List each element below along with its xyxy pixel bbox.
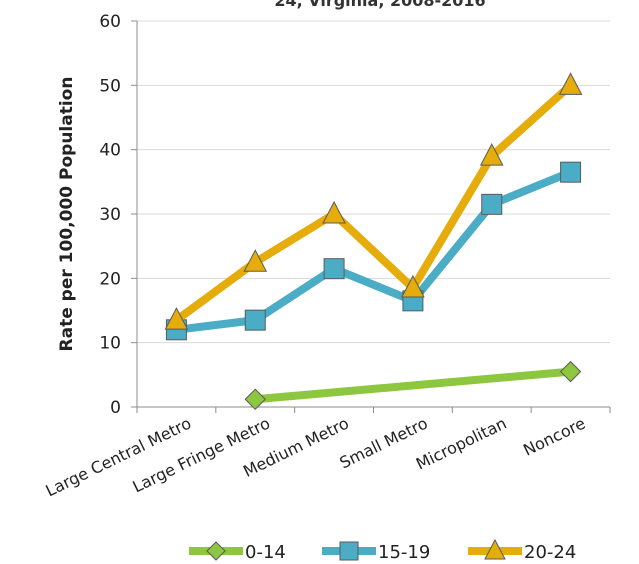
y-tick-label-50: 50 — [99, 76, 121, 96]
y-tick-label-10: 10 — [99, 334, 121, 354]
y-axis-label: Rate per 100,000 Population — [57, 77, 77, 352]
legend: 0-14 15-19 20-24 — [189, 538, 576, 563]
y-tick-label-40: 40 — [99, 141, 121, 161]
point-20-24-1 — [243, 249, 268, 272]
legend-item-0-14: 0-14 — [189, 541, 286, 563]
y-tick-label-60: 60 — [99, 12, 121, 32]
chart-title: 24, Virginia, 2008-2016 — [274, 0, 485, 10]
legend-label-0-14: 0-14 — [245, 542, 286, 563]
series-line-20-24 — [172, 81, 575, 325]
axes — [136, 21, 611, 413]
series-20-24 — [164, 72, 583, 330]
point-20-24-5 — [558, 72, 583, 95]
legend-item-15-19: 15-19 — [322, 541, 430, 563]
y-tick-labels: 0 10 20 30 40 50 60 — [99, 12, 121, 418]
gridlines — [131, 20, 610, 408]
point-0-14-5 — [559, 360, 582, 383]
legend-marker-15-19 — [339, 541, 359, 561]
series-line-15-19 — [172, 168, 575, 334]
y-tick-label-0: 0 — [110, 398, 121, 418]
legend-item-20-24: 20-24 — [468, 538, 576, 563]
y-tick-label-30: 30 — [99, 205, 121, 225]
series-line-0-14 — [251, 367, 575, 404]
legend-label-20-24: 20-24 — [524, 542, 576, 563]
legend-label-15-19: 15-19 — [378, 542, 430, 563]
point-20-24-3 — [401, 274, 425, 298]
y-tick-label-20: 20 — [99, 269, 121, 289]
legend-marker-0-14 — [206, 541, 226, 561]
point-20-24-0 — [164, 307, 189, 330]
legend-marker-20-24 — [484, 538, 506, 560]
point-15-19-2 — [323, 258, 345, 280]
point-15-19-4 — [481, 193, 503, 215]
series-group — [164, 72, 583, 410]
point-15-19-5 — [560, 161, 582, 183]
point-20-24-4 — [479, 143, 504, 166]
point-15-19-1 — [244, 309, 266, 331]
series-0-14 — [244, 360, 582, 410]
point-20-24-2 — [322, 200, 346, 224]
point-0-14-1 — [244, 388, 266, 410]
